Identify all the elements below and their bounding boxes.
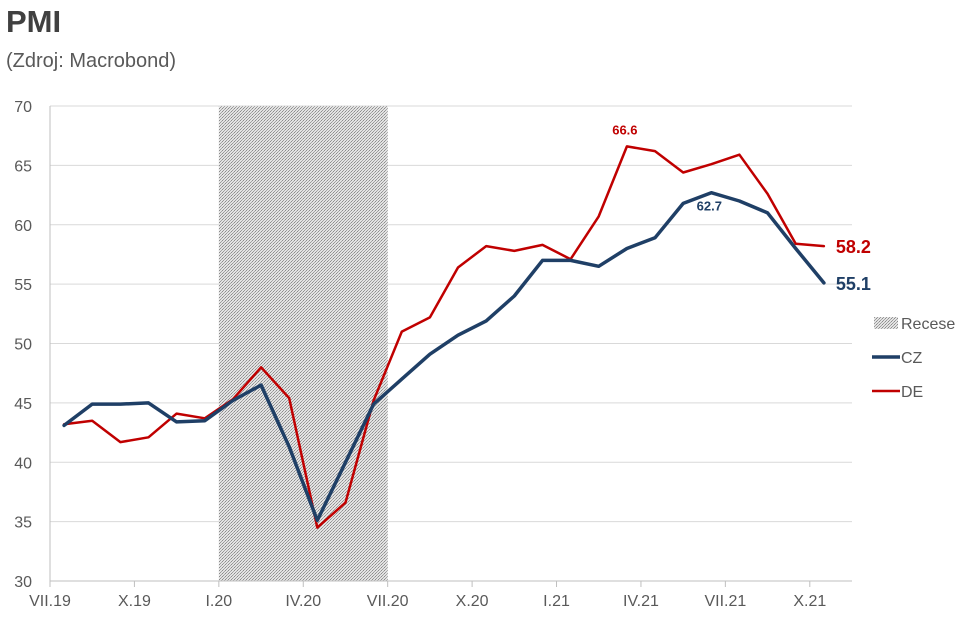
data-label-de: 58.2 (836, 237, 871, 257)
x-tick-label: IV.20 (285, 593, 321, 610)
x-tick-label: IV.21 (623, 593, 659, 610)
chart-subtitle: (Zdroj: Macrobond) (6, 50, 177, 72)
recession-band (218, 106, 388, 581)
y-tick-label: 45 (14, 396, 32, 413)
data-labels: 66.6 62.7 58.2 55.1 (612, 122, 871, 294)
y-tick-label: 65 (14, 158, 32, 175)
x-tick-label: X.21 (793, 593, 826, 610)
y-tick-label: 40 (14, 455, 32, 472)
axes: 30 35 40 45 50 55 60 65 70 VII.19 X.19 I.20 IV.20 VII… (14, 99, 852, 610)
data-label-cz: 55.1 (836, 274, 871, 294)
legend-label: DE (901, 384, 923, 401)
y-tick-label: 70 (14, 99, 32, 116)
recession-shading (218, 106, 388, 581)
y-tick-label: 35 (14, 515, 32, 532)
x-tick-label: VII.20 (367, 593, 409, 610)
legend-label: Recese (901, 316, 955, 333)
series-line-cz (62, 190, 826, 523)
data-label-de: 66.6 (612, 122, 637, 137)
x-tick-label: VII.19 (29, 593, 71, 610)
series-lines (62, 145, 826, 529)
y-tick-label: 30 (14, 574, 32, 591)
gridlines (50, 105, 852, 523)
x-tick-label: X.19 (118, 593, 151, 610)
y-tick-label: 55 (14, 277, 32, 294)
x-tick-label: I.21 (543, 593, 570, 610)
y-tick-label: 50 (14, 337, 32, 354)
series-line-de (62, 145, 826, 529)
data-label-cz: 62.7 (697, 199, 722, 214)
y-tick-label: 60 (14, 218, 32, 235)
legend-swatch-recese (874, 317, 898, 329)
x-tick-label: VII.21 (704, 593, 746, 610)
legend: Recese CZ DE (872, 316, 955, 401)
chart-title: PMI (6, 4, 62, 39)
x-tick-label: I.20 (205, 593, 232, 610)
legend-label: CZ (901, 350, 923, 367)
x-tick-label: X.20 (456, 593, 489, 610)
